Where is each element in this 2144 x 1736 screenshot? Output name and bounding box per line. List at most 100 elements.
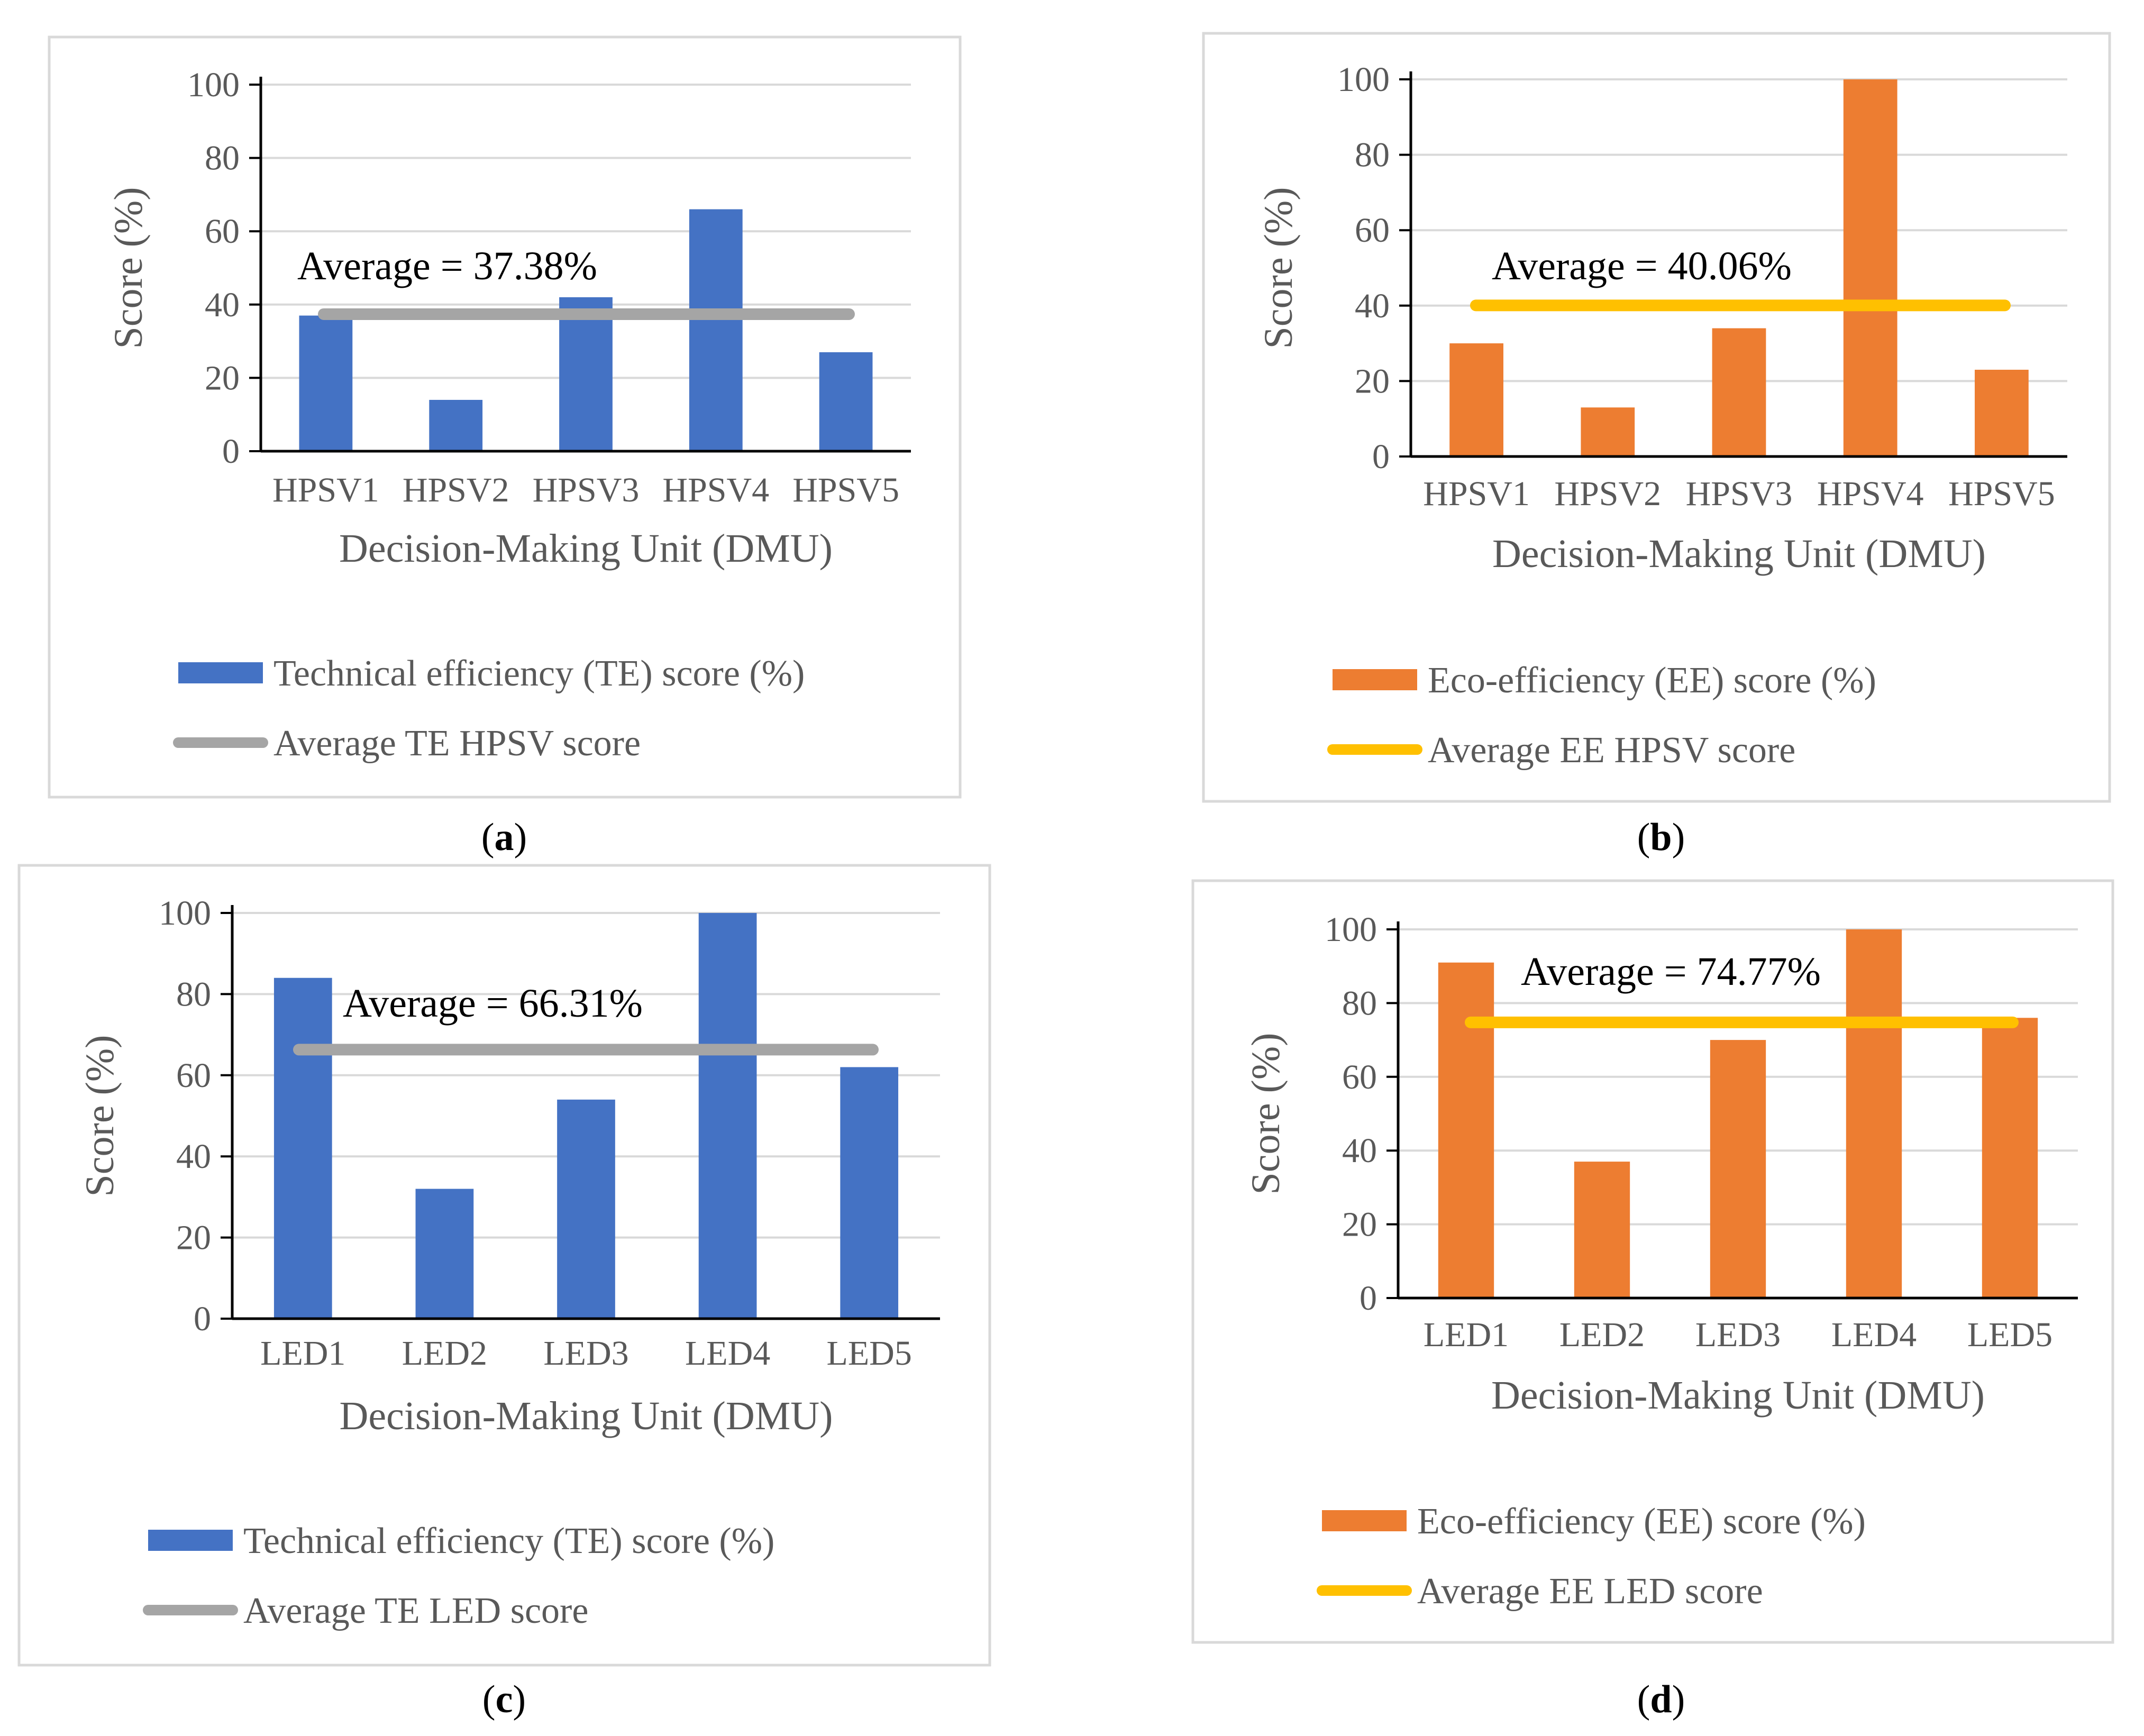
legend-swatch-bar [148, 1530, 233, 1551]
x-tick-label: HPSV5 [792, 471, 899, 509]
x-axis-title: Decision-Making Unit (DMU) [340, 1394, 833, 1438]
y-tick-label: 20 [1342, 1205, 1377, 1244]
legend-label: Technical efficiency (TE) score (%) [273, 653, 805, 694]
panel-caption-letter: b [1650, 816, 1672, 859]
bar [840, 1067, 899, 1319]
bar [1712, 328, 1766, 456]
x-tick-label: LED4 [685, 1334, 770, 1373]
x-tick-label: LED1 [1424, 1315, 1509, 1354]
bar [273, 977, 332, 1319]
legend-swatch-bar [1322, 1510, 1407, 1531]
y-axis-title: Score (%) [106, 187, 151, 349]
y-tick-label: 40 [176, 1137, 211, 1176]
y-tick-label: 20 [205, 359, 240, 397]
y-tick-label: 100 [1325, 910, 1377, 949]
legend-swatch-bar [1333, 669, 1417, 690]
x-tick-label: LED5 [1967, 1315, 2052, 1354]
panel-caption-letter: d [1650, 1678, 1672, 1721]
y-tick-label: 20 [1355, 362, 1390, 400]
legend-label: Eco-efficiency (EE) score (%) [1417, 1501, 1866, 1542]
x-tick-label: LED2 [1559, 1315, 1645, 1354]
x-tick-label: LED1 [260, 1334, 345, 1373]
legend-swatch-bar [178, 662, 263, 683]
x-tick-label: HPSV1 [1423, 474, 1530, 513]
y-axis-title: Score (%) [78, 1035, 122, 1197]
x-tick-label: LED2 [402, 1334, 487, 1373]
y-tick-label: 80 [205, 139, 240, 178]
y-tick-label: 20 [176, 1219, 211, 1257]
x-tick-label: LED4 [1831, 1315, 1917, 1354]
chart-panel-b: 0 20 40 60 80 100 HPSV1 HPSV2 HPSV3 HPSV4 HPSV5 Ave… [1202, 32, 2111, 803]
y-tick-label: 40 [1342, 1131, 1377, 1170]
x-tick-label: HPSV3 [1686, 474, 1793, 513]
bar [299, 315, 353, 451]
average-annotation: Average = 37.38% [297, 244, 597, 288]
legend-label: Average TE HPSV score [273, 723, 641, 764]
y-tick-label: 100 [1337, 60, 1390, 99]
average-annotation: Average = 74.77% [1521, 949, 1821, 994]
panel-caption: (a) [481, 816, 527, 859]
x-tick-label: HPSV3 [533, 471, 640, 509]
panel-caption: (d) [1637, 1678, 1685, 1721]
legend-label: Average EE LED score [1417, 1571, 1763, 1612]
panel-caption-letter: a [495, 816, 514, 859]
bar [1574, 1162, 1630, 1298]
legend-label: Eco-efficiency (EE) score (%) [1428, 660, 1876, 701]
bar [415, 1189, 474, 1319]
bar [1438, 962, 1494, 1298]
x-axis-title: Decision-Making Unit (DMU) [1492, 532, 1986, 576]
bar [1710, 1040, 1766, 1298]
chart-panel-a: 0 20 40 60 80 100 HPSV1 HPSV2 HPSV3 HPSV4 HPSV5 Ave… [48, 35, 962, 799]
y-tick-label: 40 [205, 286, 240, 324]
bar [1846, 929, 1902, 1298]
y-tick-label: 0 [194, 1300, 211, 1338]
bar [1975, 370, 2029, 456]
y-tick-label: 80 [176, 975, 211, 1013]
y-tick-label: 60 [1355, 211, 1390, 250]
y-tick-label: 60 [1342, 1058, 1377, 1097]
panel-caption-letter: c [496, 1678, 513, 1721]
y-tick-label: 100 [159, 894, 211, 933]
y-tick-label: 80 [1342, 984, 1377, 1022]
legend-label: Average EE HPSV score [1428, 730, 1795, 771]
x-axis-title: Decision-Making Unit (DMU) [339, 526, 833, 571]
bar [429, 399, 483, 451]
y-tick-label: 100 [187, 66, 240, 104]
chart-panel-c: 0 20 40 60 80 100 LED1 LED2 LED3 LED4 LED5 Average … [17, 864, 991, 1667]
y-tick-label: 60 [176, 1056, 211, 1095]
x-tick-label: HPSV5 [1948, 474, 2055, 513]
bar [1581, 407, 1635, 456]
x-tick-label: LED3 [543, 1334, 628, 1373]
bar [1843, 79, 1897, 456]
panel-caption: (b) [1637, 816, 1685, 859]
legend-label: Average TE LED score [243, 1591, 588, 1631]
y-axis-title: Score (%) [1256, 187, 1301, 349]
x-tick-label: LED3 [1695, 1315, 1781, 1354]
bar [819, 352, 873, 451]
chart-panel-d: 0 20 40 60 80 100 LED1 LED2 LED3 LED4 LED5 Average … [1191, 879, 2114, 1644]
x-tick-label: HPSV2 [1554, 474, 1661, 513]
x-axis-title: Decision-Making Unit (DMU) [1491, 1373, 1985, 1418]
bar [559, 297, 613, 451]
x-tick-label: HPSV1 [272, 471, 379, 509]
average-annotation: Average = 66.31% [343, 981, 643, 1026]
bar [557, 1099, 615, 1319]
bar [698, 913, 757, 1319]
x-tick-label: LED5 [827, 1334, 912, 1373]
legend-label: Technical efficiency (TE) score (%) [243, 1521, 774, 1561]
average-annotation: Average = 40.06% [1492, 244, 1792, 288]
panel-caption: (c) [482, 1678, 526, 1721]
x-tick-label: HPSV2 [403, 471, 509, 509]
x-tick-label: HPSV4 [662, 471, 769, 509]
y-tick-label: 0 [1360, 1279, 1377, 1318]
y-tick-label: 0 [1372, 437, 1390, 476]
y-tick-label: 0 [222, 432, 240, 471]
y-tick-label: 40 [1355, 287, 1390, 325]
x-tick-label: HPSV4 [1817, 474, 1924, 513]
bar [1449, 343, 1503, 456]
bar [689, 209, 743, 451]
y-axis-title: Score (%) [1244, 1033, 1288, 1195]
y-tick-label: 80 [1355, 136, 1390, 175]
y-tick-label: 60 [205, 212, 240, 251]
